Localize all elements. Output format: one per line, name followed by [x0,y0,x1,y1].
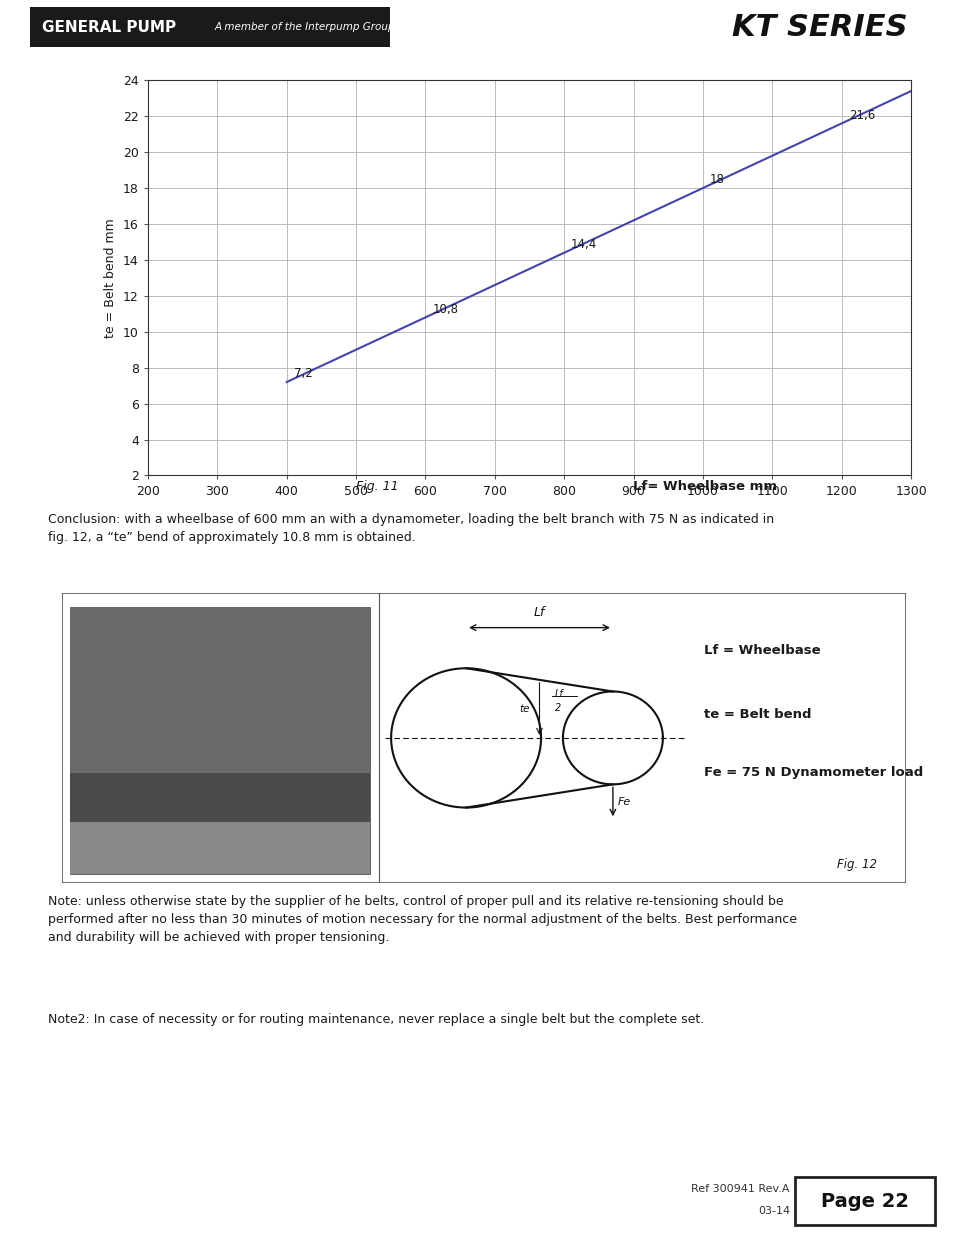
Text: 14,4: 14,4 [571,238,597,251]
Y-axis label: te = Belt bend mm: te = Belt bend mm [104,219,117,337]
Bar [30,7,390,47]
Text: Lf: Lf [534,606,544,619]
Text: GENERAL PUMP: GENERAL PUMP [42,20,176,35]
Text: KT SERIES: KT SERIES [731,12,907,42]
Text: te: te [519,704,530,714]
Text: 10,8: 10,8 [432,303,457,316]
Bar [71,773,370,874]
Text: Lf = Wheelbase: Lf = Wheelbase [703,645,820,657]
Text: Lf= Wheelbase mm: Lf= Wheelbase mm [632,480,777,493]
Text: te = Belt bend: te = Belt bend [703,708,810,721]
Text: Ref 300941 Rev.A: Ref 300941 Rev.A [691,1184,789,1194]
Text: Conclusion: with a wheelbase of 600 mm an with a dynamometer, loading the belt b: Conclusion: with a wheelbase of 600 mm a… [48,513,773,543]
Text: A member of the Interpump Group: A member of the Interpump Group [214,22,395,32]
Text: 7,2: 7,2 [294,367,312,380]
Text: Fig. 11: Fig. 11 [355,480,397,493]
Text: Fe: Fe [617,797,630,806]
Text: 21,6: 21,6 [848,109,874,121]
Text: Page 22: Page 22 [821,1192,908,1210]
Bar [71,608,370,874]
Text: Note2: In case of necessity or for routing maintenance, never replace a single b: Note2: In case of necessity or for routi… [48,1013,703,1026]
Bar [794,1177,934,1225]
Text: Note: unless otherwise state by the supplier of he belts, control of proper pull: Note: unless otherwise state by the supp… [48,895,796,945]
Text: 2: 2 [555,703,560,713]
Text: Fig. 12: Fig. 12 [836,858,876,872]
Bar [71,823,370,874]
Text: 03-14: 03-14 [757,1207,789,1216]
Text: Fe = 75 N Dynamometer load: Fe = 75 N Dynamometer load [703,766,922,779]
Text: 18: 18 [709,173,724,186]
Text: Lf: Lf [555,689,563,699]
